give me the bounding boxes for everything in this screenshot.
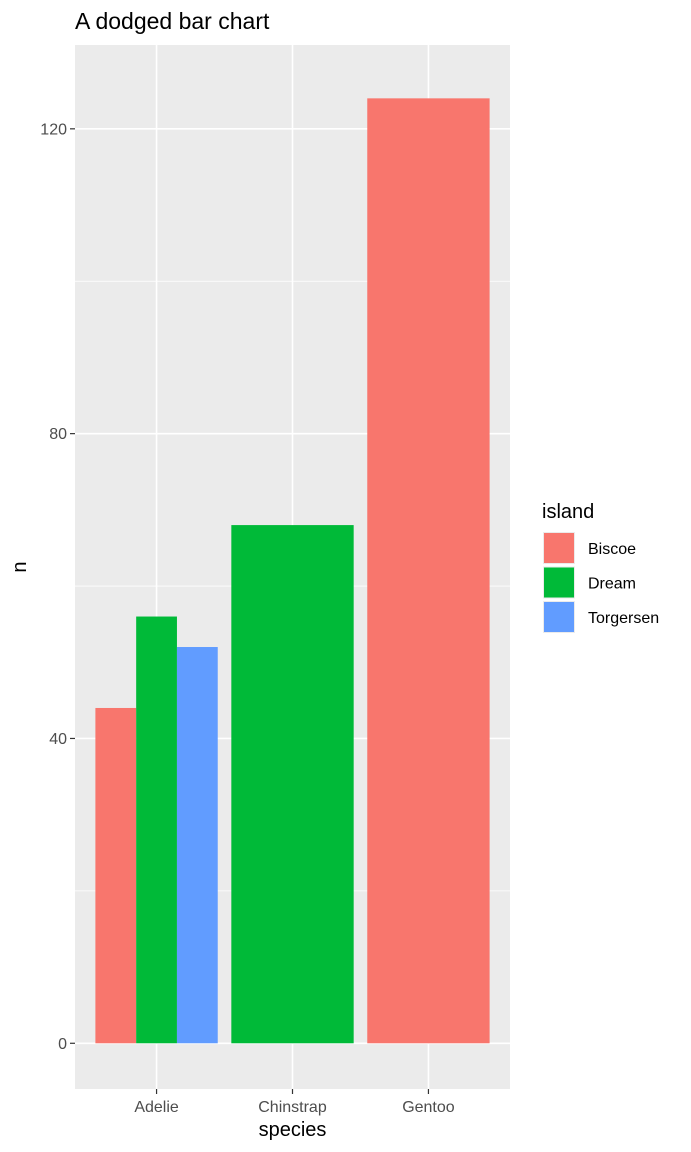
bar-gentoo-biscoe: [367, 98, 490, 1044]
x-tick-label: Gentoo: [402, 1099, 455, 1116]
x-axis-title: species: [259, 1119, 327, 1141]
y-tick-label: 0: [58, 1036, 67, 1053]
legend-label-torgersen: Torgersen: [588, 610, 659, 627]
x-tick-label: Chinstrap: [258, 1099, 327, 1116]
legend-items: Biscoe Dream Torgersen: [543, 532, 659, 633]
legend: island Biscoe Dream Torgersen: [542, 501, 659, 633]
legend-key-biscoe: [544, 533, 574, 563]
legend-key-torgersen: [544, 602, 574, 632]
bar-chinstrap-dream: [231, 525, 354, 1044]
bar-adelie-torgersen: [176, 647, 218, 1044]
y-tick-label: 120: [40, 121, 67, 138]
legend-label-dream: Dream: [588, 576, 636, 593]
y-tick-label: 40: [49, 731, 67, 748]
legend-title: island: [542, 501, 594, 523]
x-axis: Adelie Chinstrap Gentoo: [134, 1089, 455, 1116]
legend-label-biscoe: Biscoe: [588, 541, 636, 558]
x-tick-label: Adelie: [134, 1099, 179, 1116]
chart-title: A dodged bar chart: [75, 8, 270, 34]
y-axis: 0 40 80 120: [40, 121, 75, 1053]
bar-adelie-dream: [136, 616, 177, 1044]
bars-group: [95, 98, 490, 1044]
y-tick-label: 80: [49, 426, 67, 443]
legend-key-dream: [544, 567, 574, 598]
y-axis-title: n: [9, 561, 31, 572]
bar-adelie-biscoe: [95, 707, 137, 1044]
